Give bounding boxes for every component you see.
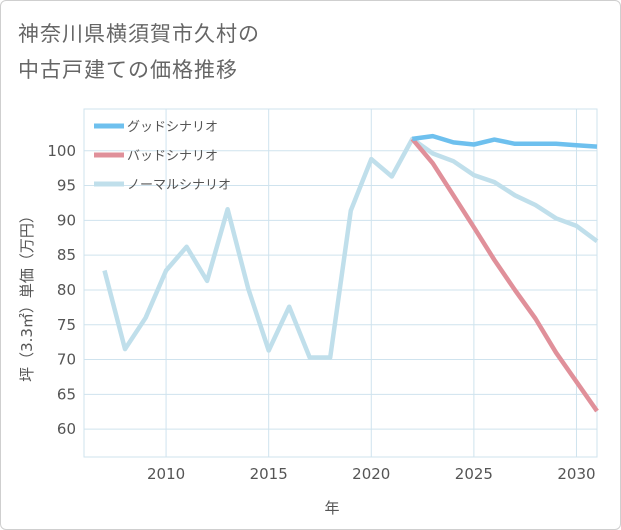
y-tick-label: 95 bbox=[57, 177, 76, 195]
y-tick-label: 65 bbox=[57, 385, 76, 403]
series-line bbox=[411, 133, 598, 149]
y-tick-label: 75 bbox=[57, 316, 76, 334]
plot-area bbox=[83, 108, 598, 458]
x-axis-label: 年 bbox=[324, 499, 339, 517]
grid-lines bbox=[84, 109, 597, 457]
title-line-2: 中古戸建ての価格推移 bbox=[18, 58, 238, 82]
legend-label: バッドシナリオ bbox=[127, 149, 218, 164]
y-tick-label: 70 bbox=[57, 351, 76, 369]
legend-label: ノーマルシナリオ bbox=[127, 178, 231, 193]
plot-border bbox=[83, 108, 598, 458]
y-tick-label: 80 bbox=[57, 281, 76, 299]
legend-label: グッドシナリオ bbox=[127, 120, 218, 135]
x-tick-label: 2020 bbox=[352, 465, 390, 483]
y-axis-label: 坪（3.3㎡）単価（万円） bbox=[18, 208, 36, 382]
title-line-1: 神奈川県横須賀市久村の bbox=[18, 22, 260, 46]
y-tick-label: 85 bbox=[57, 246, 76, 264]
x-tick-label: 2025 bbox=[455, 465, 493, 483]
series-lines bbox=[102, 133, 599, 413]
x-tick-label: 2010 bbox=[147, 465, 185, 483]
x-tick-label: 2030 bbox=[557, 465, 595, 483]
y-tick-labels: 60 65 70 75 80 85 90 95 100 bbox=[47, 142, 76, 438]
y-tick-label: 90 bbox=[57, 211, 76, 229]
y-tick-label: 60 bbox=[57, 420, 76, 438]
x-tick-labels: 2010 2015 2020 2025 2030 bbox=[147, 465, 596, 483]
series-line bbox=[102, 136, 599, 360]
series-line bbox=[410, 137, 599, 413]
x-tick-label: 2015 bbox=[250, 465, 288, 483]
y-tick-label: 100 bbox=[47, 142, 76, 160]
chart-title: 神奈川県横須賀市久村の 中古戸建ての価格推移 bbox=[18, 16, 578, 88]
